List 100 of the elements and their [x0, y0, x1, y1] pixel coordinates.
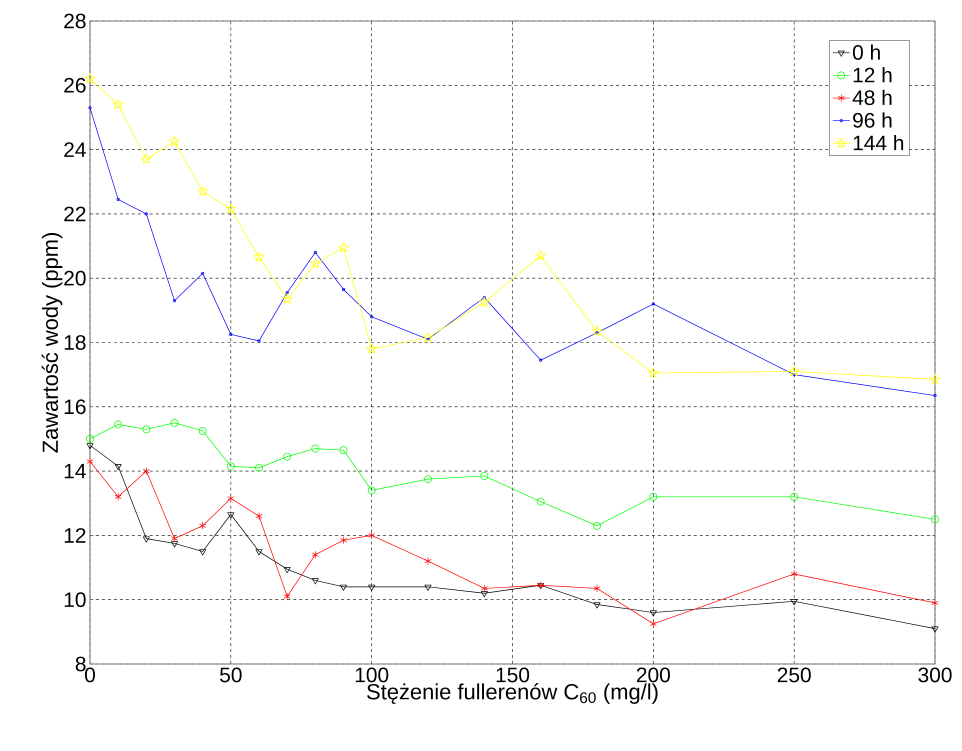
point	[114, 420, 122, 428]
x-tick-label: 300	[918, 668, 952, 682]
point	[649, 492, 658, 501]
point	[370, 315, 374, 318]
x-tick-label: 0	[84, 668, 95, 682]
point	[342, 288, 346, 291]
y-tick-label: 16	[64, 399, 86, 414]
point	[535, 250, 546, 260]
point	[424, 475, 432, 484]
point	[229, 332, 232, 336]
point	[197, 186, 208, 196]
point	[169, 136, 180, 146]
legend-label: 48 h	[852, 90, 892, 106]
point	[142, 536, 150, 543]
point	[227, 512, 234, 518]
point	[930, 374, 940, 384]
point	[171, 534, 178, 543]
legend-label: 96 h	[853, 112, 892, 128]
y-tick-label: 22	[64, 206, 86, 222]
point	[790, 570, 798, 578]
point	[312, 550, 319, 559]
y-tick-label: 8	[76, 656, 86, 672]
point	[340, 536, 347, 544]
point	[256, 549, 262, 556]
point	[536, 498, 545, 506]
point	[198, 426, 207, 435]
point	[594, 584, 600, 592]
y-tick-label: 20	[64, 270, 86, 286]
y-tick-label: 24	[64, 142, 86, 157]
point	[284, 567, 291, 574]
point	[650, 610, 657, 616]
point	[171, 541, 178, 548]
point	[424, 557, 432, 566]
point	[256, 512, 262, 520]
point	[368, 486, 376, 494]
point	[86, 458, 94, 466]
point	[112, 99, 124, 110]
point	[594, 602, 600, 608]
point	[650, 620, 657, 628]
x-tick-label: 100	[356, 668, 388, 682]
point	[790, 492, 798, 501]
y-tick-label: 12	[64, 528, 86, 543]
point	[114, 464, 122, 470]
point	[932, 626, 938, 633]
point	[257, 339, 261, 342]
point	[480, 584, 488, 592]
y-tick-label: 14	[64, 464, 86, 478]
point	[255, 464, 263, 472]
point	[340, 446, 348, 454]
point	[201, 272, 204, 275]
point	[310, 258, 321, 268]
point	[931, 515, 939, 524]
point	[932, 598, 938, 607]
point	[368, 531, 376, 540]
point	[84, 73, 96, 84]
point	[422, 332, 434, 342]
point	[312, 578, 319, 584]
point	[593, 522, 601, 530]
legend-label: 144 h	[854, 135, 904, 150]
point	[226, 462, 235, 470]
point	[227, 494, 234, 502]
point	[283, 452, 292, 461]
point	[172, 299, 176, 302]
point	[142, 425, 150, 434]
x-tick-label: 200	[636, 668, 670, 682]
point	[141, 154, 152, 164]
point	[652, 302, 655, 306]
point	[170, 418, 178, 427]
point	[114, 492, 122, 501]
point	[284, 592, 291, 600]
legend-label: 12 h	[854, 67, 892, 82]
point	[199, 549, 206, 556]
point	[480, 472, 488, 480]
y-tick-label: 18	[64, 335, 86, 350]
point	[368, 584, 376, 591]
y-tick-label: 28	[64, 14, 86, 28]
point	[311, 444, 320, 453]
y-axis-title: Zawartość wody (ppm)	[42, 233, 62, 453]
point	[86, 435, 94, 443]
x-tick-label: 150	[496, 668, 530, 682]
point	[282, 294, 292, 304]
point	[254, 252, 264, 262]
point	[479, 296, 490, 307]
point	[199, 522, 206, 530]
point	[424, 584, 432, 591]
point	[790, 599, 798, 606]
point	[314, 250, 317, 254]
point	[286, 291, 289, 294]
point	[788, 366, 800, 376]
point	[86, 443, 94, 450]
x-tick-label: 50	[220, 668, 242, 682]
point	[648, 367, 659, 378]
point	[366, 343, 377, 354]
legend-label: 0 h	[852, 44, 880, 60]
y-tick-label: 10	[64, 592, 86, 608]
point	[539, 358, 542, 362]
point	[592, 326, 602, 336]
point	[338, 242, 349, 252]
point	[116, 198, 120, 201]
y-tick-label: 26	[64, 78, 86, 93]
